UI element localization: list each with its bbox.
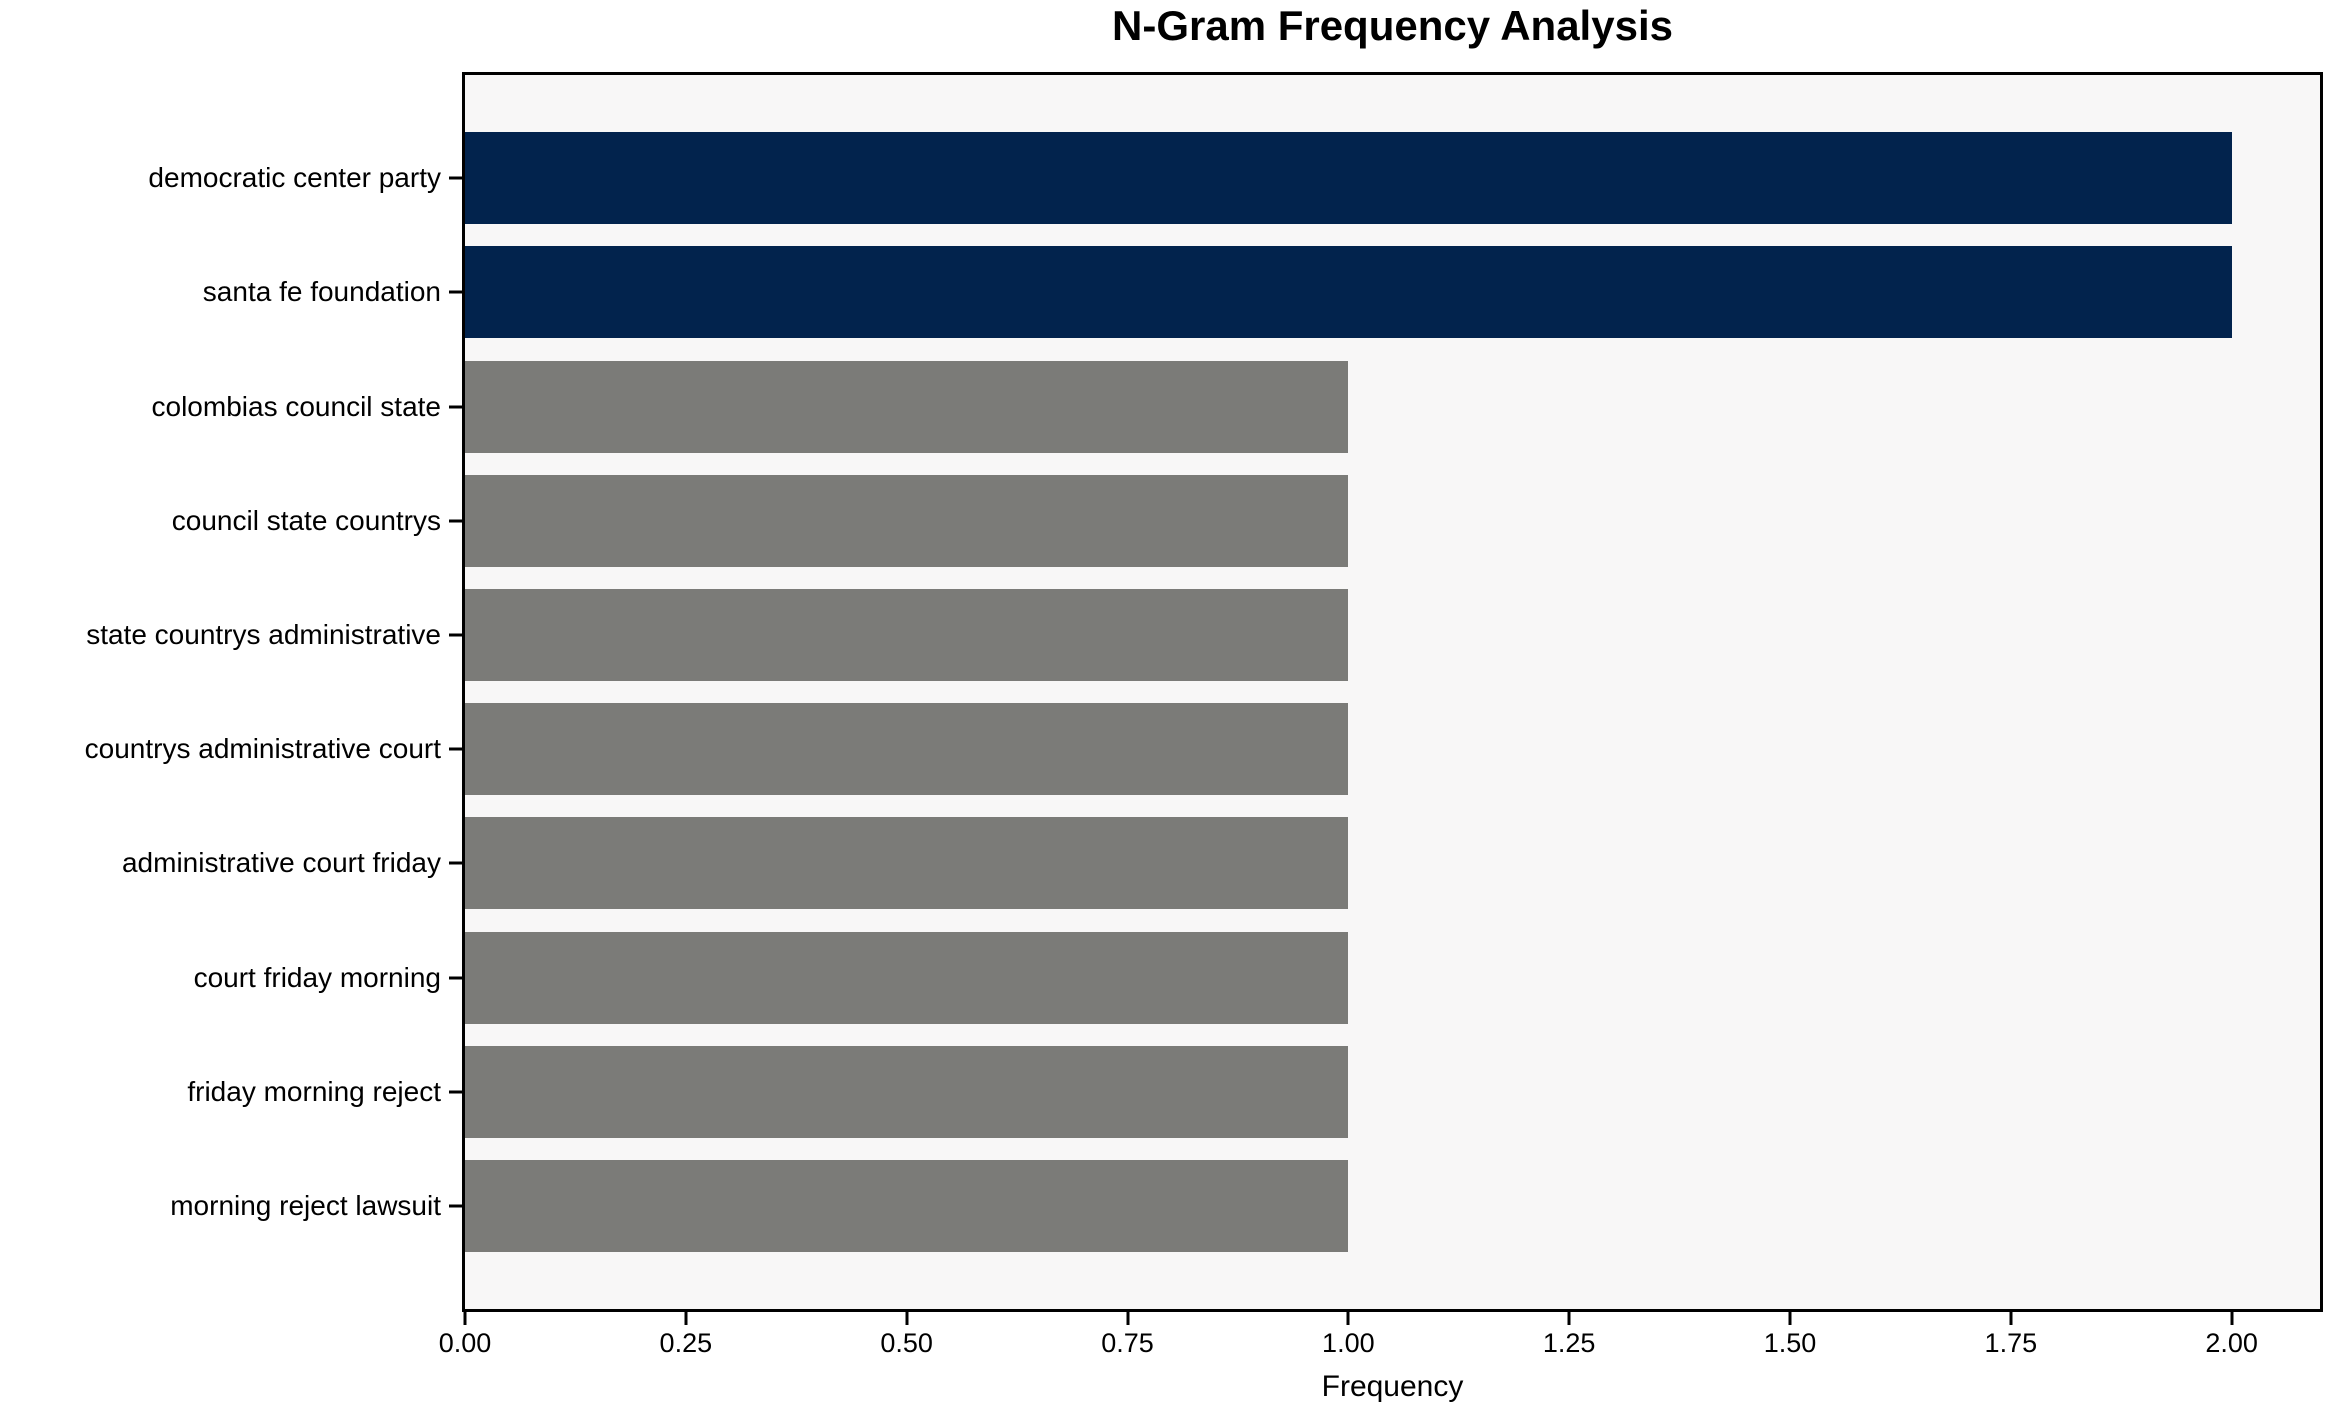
y-tick-label: colombias council state: [151, 390, 441, 422]
y-axis-labels: democratic center party santa fe foundati…: [0, 75, 441, 1309]
x-axis-title: Frequency: [1321, 1370, 1464, 1403]
x-tick-mark: [905, 1312, 909, 1325]
x-axis-tick-labels: 0.00 0.25 0.50 0.75 1.00 1.25 1.50 1.75 2.00: [439, 1328, 2320, 1364]
y-tick-mark: [449, 290, 462, 294]
y-tick-mark: [449, 633, 462, 637]
chart-title: N-Gram Frequency Analysis: [1112, 2, 1673, 49]
y-tick-label: friday morning reject: [187, 1075, 441, 1107]
y-tick-label: council state countrys: [171, 504, 441, 536]
y-tick-label: santa fe foundation: [202, 276, 441, 308]
bar-slot: [449, 920, 2320, 1034]
y-tick-label: administrative court friday: [121, 847, 441, 879]
bar: [465, 474, 1349, 567]
x-tick-mark: [1788, 1312, 1792, 1325]
bar-slot: [449, 578, 2320, 692]
x-tick-label: 0.25: [659, 1328, 713, 1358]
x-tick-label: 0.50: [880, 1328, 933, 1358]
y-tick-mark: [449, 176, 462, 180]
x-tick-mark: [2230, 1312, 2234, 1325]
x-tick-label: 2.00: [2205, 1328, 2258, 1358]
x-tick-mark: [684, 1312, 688, 1325]
x-tick-mark: [2009, 1312, 2013, 1325]
x-tick-mark: [1567, 1312, 1571, 1325]
bar: [465, 588, 1349, 681]
x-tick-mark: [463, 1312, 467, 1325]
y-tick-mark: [449, 1204, 462, 1208]
bar-slot: [449, 1149, 2320, 1263]
x-tick-label: 1.25: [1542, 1328, 1596, 1358]
y-tick-mark: [449, 519, 462, 523]
x-tick-label: 1.50: [1763, 1328, 1817, 1358]
x-tick-label: 0.75: [1101, 1328, 1154, 1358]
bar-slot: [449, 692, 2320, 806]
x-tick-label: 1.75: [1984, 1328, 2038, 1358]
bar: [465, 246, 2232, 339]
bar-slot: [449, 1035, 2320, 1149]
y-tick-label: court friday morning: [193, 961, 441, 993]
bar-slot: [449, 806, 2320, 920]
y-tick-label: morning reject lawsuit: [170, 1189, 441, 1221]
y-tick-mark: [449, 1090, 462, 1094]
x-tick-mark: [1126, 1312, 1129, 1325]
bar: [465, 1045, 1349, 1138]
y-tick-mark: [449, 405, 462, 408]
bar: [465, 132, 2232, 225]
x-tick-label: 0.00: [438, 1328, 492, 1358]
bar-slot: [449, 235, 2320, 349]
y-tick-mark: [449, 861, 462, 865]
bar: [465, 360, 1349, 453]
bar-slot: [449, 121, 2320, 235]
y-tick-label: democratic center party: [148, 162, 441, 194]
bar: [465, 931, 1349, 1024]
plot-area: [449, 72, 2323, 1325]
bar: [465, 1159, 1349, 1252]
x-tick-label: 1.00: [1322, 1328, 1375, 1358]
bar: [465, 817, 1349, 910]
y-tick-label: state countrys administrative: [86, 618, 441, 650]
bar: [465, 703, 1349, 796]
y-tick-label: countrys administrative court: [84, 733, 441, 765]
y-tick-mark: [449, 747, 462, 751]
x-tick-mark: [1346, 1312, 1350, 1325]
bar-slot: [449, 349, 2320, 463]
bar-slot: [449, 464, 2320, 578]
y-tick-mark: [449, 976, 462, 980]
